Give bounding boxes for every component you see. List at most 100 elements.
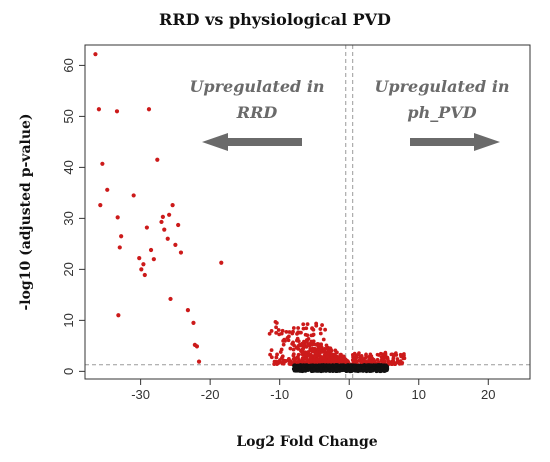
data-point bbox=[296, 352, 301, 357]
data-point bbox=[383, 355, 387, 360]
data-points bbox=[93, 52, 407, 374]
data-point bbox=[100, 161, 105, 166]
data-point bbox=[316, 368, 320, 372]
data-point bbox=[349, 364, 353, 369]
data-point bbox=[394, 351, 398, 355]
right-annotation: Upregulated in ph_PVD bbox=[374, 77, 510, 151]
data-point bbox=[314, 350, 319, 355]
left-annotation-line1: Upregulated in bbox=[189, 77, 324, 96]
data-point bbox=[319, 366, 323, 371]
data-point bbox=[324, 343, 329, 348]
data-point bbox=[295, 331, 299, 336]
y-tick-label: 40 bbox=[61, 160, 76, 174]
data-point bbox=[312, 367, 316, 371]
data-point bbox=[340, 364, 345, 369]
data-point bbox=[280, 354, 285, 359]
data-point bbox=[301, 326, 306, 331]
y-tick-label: 0 bbox=[61, 368, 76, 375]
data-point bbox=[296, 344, 301, 348]
data-point bbox=[314, 365, 319, 369]
data-point bbox=[296, 346, 301, 351]
data-point bbox=[173, 242, 178, 247]
data-point bbox=[383, 352, 388, 356]
data-point bbox=[291, 329, 295, 334]
data-point bbox=[370, 356, 375, 361]
data-point bbox=[312, 348, 316, 353]
data-point bbox=[301, 322, 306, 327]
data-point bbox=[141, 262, 146, 267]
data-point bbox=[300, 347, 305, 352]
data-point bbox=[307, 343, 312, 348]
data-point bbox=[301, 367, 306, 372]
data-point bbox=[320, 323, 324, 327]
data-point bbox=[119, 234, 124, 239]
data-point bbox=[284, 330, 289, 334]
data-point bbox=[311, 332, 316, 337]
data-point bbox=[391, 355, 396, 360]
x-tick-label: 20 bbox=[481, 387, 495, 402]
data-point bbox=[114, 109, 120, 114]
data-point bbox=[339, 367, 343, 372]
data-point bbox=[307, 364, 311, 369]
data-point bbox=[279, 331, 284, 336]
data-point bbox=[323, 327, 328, 332]
data-point bbox=[307, 367, 311, 372]
data-point bbox=[165, 236, 170, 241]
data-point bbox=[333, 348, 338, 353]
data-point bbox=[300, 341, 305, 346]
data-point bbox=[354, 353, 358, 357]
data-point bbox=[155, 157, 160, 162]
data-point bbox=[276, 328, 281, 332]
data-point bbox=[330, 359, 335, 363]
x-axis-label: Log2 Fold Change bbox=[236, 434, 377, 450]
data-point bbox=[345, 360, 350, 364]
data-point bbox=[162, 227, 167, 232]
data-point bbox=[305, 333, 310, 338]
data-point bbox=[324, 367, 328, 372]
data-point bbox=[308, 358, 313, 363]
data-point bbox=[371, 363, 376, 367]
data-point bbox=[376, 367, 381, 371]
data-point bbox=[167, 212, 172, 217]
data-point bbox=[329, 352, 334, 357]
data-point bbox=[317, 342, 322, 347]
y-tick-label: 60 bbox=[61, 58, 76, 72]
data-point bbox=[194, 344, 200, 349]
y-axis: 0 10 20 30 40 50 60 bbox=[61, 58, 85, 375]
data-point bbox=[131, 193, 136, 198]
left-arrow-icon bbox=[202, 133, 302, 151]
data-point bbox=[314, 323, 319, 328]
data-point bbox=[380, 366, 384, 370]
data-point bbox=[398, 359, 403, 363]
data-point bbox=[301, 364, 306, 368]
data-point bbox=[98, 203, 103, 208]
data-point bbox=[309, 339, 314, 344]
data-point bbox=[178, 250, 184, 255]
data-point bbox=[116, 313, 121, 318]
data-point bbox=[278, 360, 283, 364]
y-tick-label: 10 bbox=[61, 313, 76, 327]
data-point bbox=[317, 351, 322, 356]
data-point bbox=[369, 367, 374, 372]
x-tick-label: 10 bbox=[412, 387, 426, 402]
data-point bbox=[375, 357, 380, 362]
data-point bbox=[328, 347, 333, 352]
data-point bbox=[148, 247, 154, 253]
data-point bbox=[291, 357, 296, 361]
data-point bbox=[338, 352, 343, 357]
data-point bbox=[191, 320, 196, 326]
data-point bbox=[274, 355, 279, 360]
data-point bbox=[305, 322, 310, 327]
data-point bbox=[301, 356, 305, 361]
data-point bbox=[389, 362, 394, 367]
data-point bbox=[376, 363, 380, 367]
chart-title: RRD vs physiological PVD bbox=[159, 10, 391, 29]
data-point bbox=[329, 367, 334, 372]
data-point bbox=[305, 358, 310, 363]
data-point bbox=[354, 360, 359, 365]
data-point bbox=[137, 256, 142, 261]
plot-frame bbox=[84, 44, 531, 380]
data-point bbox=[292, 343, 297, 348]
data-point bbox=[274, 325, 278, 330]
data-point bbox=[346, 367, 351, 371]
